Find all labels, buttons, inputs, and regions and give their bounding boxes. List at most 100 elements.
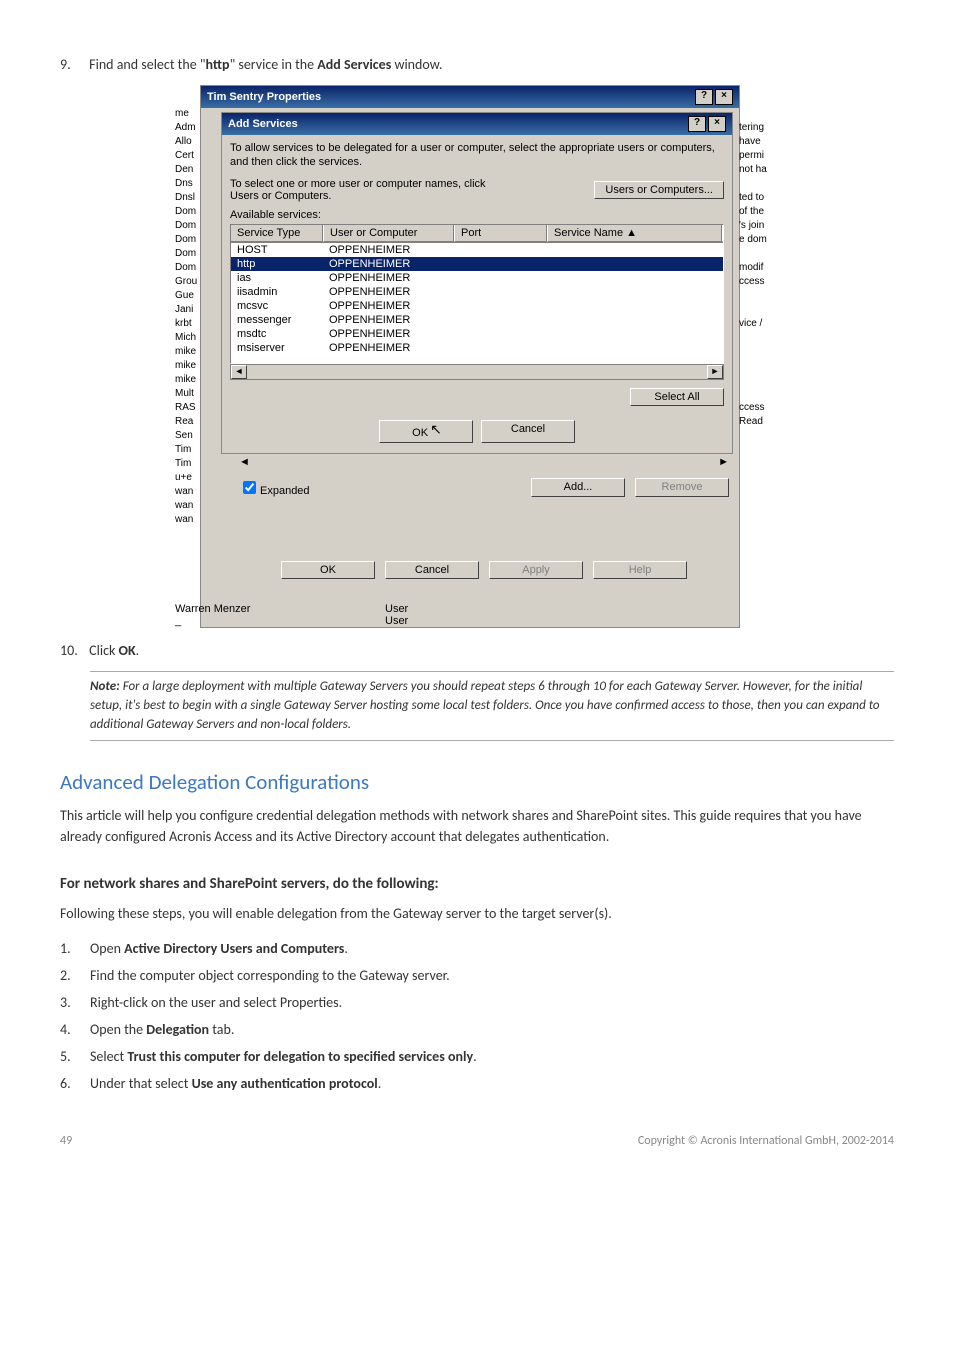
list-item: Adm [175,122,201,136]
list-item: Dom [175,234,201,248]
table-row[interactable]: httpOPPENHEIMER [231,257,723,271]
li2-num: 2. [60,965,84,986]
scroll-right-icon[interactable]: ► [718,456,729,470]
remove-button[interactable]: Remove [635,478,729,497]
services-table-header: Service Type User or Computer Port Servi… [231,225,723,243]
list-item [739,472,771,486]
scroll-right-icon[interactable]: ► [707,365,723,379]
list-item: Read [739,416,771,430]
list-item: permi [739,150,771,164]
help-icon[interactable]: ? [688,116,706,132]
step-9-mid: " service in the [230,56,318,73]
list-item: Dom [175,262,201,276]
note-label: Note: [90,679,120,694]
list-item-3: 3.Right-click on the user and select Pro… [60,992,894,1013]
scroll-left-icon[interactable]: ◄ [239,456,250,470]
li5-post: . [473,1048,477,1065]
list-item: krbt [175,318,201,332]
li5-pre: Select [90,1048,127,1065]
list-item: Dom [175,206,201,220]
step-10-pre: Click [89,642,118,659]
list-item: Jani [175,304,201,318]
table-row[interactable]: HOSTOPPENHEIMER [231,243,723,257]
apply-button[interactable]: Apply [489,561,583,579]
ok-button[interactable]: OK↖ [379,420,473,443]
properties-hscroll[interactable]: ◄ ► [239,456,729,470]
expanded-add-remove-row: Expanded Add... Remove [239,474,729,501]
li4-num: 4. [60,1019,84,1040]
col-service-name[interactable]: Service Name ▲ [548,225,723,242]
table-row[interactable]: iisadminOPPENHEIMER [231,285,723,299]
table-row[interactable]: iasOPPENHEIMER [231,271,723,285]
li4-b: Delegation [146,1021,209,1038]
page-footer: 49 Copyright © Acronis International Gmb… [60,1134,894,1148]
add-services-right-buttons: Select All [222,380,732,414]
table-row[interactable]: msdtcOPPENHEIMER [231,327,723,341]
list-item: Dom [175,220,201,234]
right-truncated-list: teringhaveperminot hated toof the's join… [739,108,771,514]
list-item [739,444,771,458]
list-item [739,248,771,262]
list-item: Dns [175,178,201,192]
below-name2: _ [175,615,385,627]
ok-button[interactable]: OK [281,561,375,579]
list-item [739,304,771,318]
list-item: Tim [175,444,201,458]
expanded-check[interactable] [243,481,256,494]
li6-b: Use any authentication protocol [192,1075,378,1092]
add-button[interactable]: Add... [531,478,625,497]
properties-titlebar: Tim Sentry Properties ? × [201,86,739,108]
col-user-or-computer[interactable]: User or Computer [324,225,455,242]
step-10: 10. Click OK. [60,642,894,659]
note-block: Note: For a large deployment with multip… [90,671,894,742]
below-figure-rows: Warren MenzerUser _User [175,599,739,627]
step-10-num: 10. [60,642,86,659]
scroll-left-icon[interactable]: ◄ [231,365,247,379]
li1-num: 1. [60,938,84,959]
list-item: Den [175,164,201,178]
help-icon[interactable]: ? [695,89,713,105]
services-table: Service Type User or Computer Port Servi… [230,224,724,364]
list-item: Dnsl [175,192,201,206]
note-body: For a large deployment with multiple Gat… [90,679,880,732]
step-10-body: Click OK. [89,642,893,659]
list-item: wan [175,500,201,514]
col-port[interactable]: Port [455,225,548,242]
col-service-type[interactable]: Service Type [231,225,324,242]
list-item: RAS [175,402,201,416]
help-button[interactable]: Help [593,561,687,579]
list-item [739,360,771,374]
table-row[interactable]: msiserverOPPENHEIMER [231,341,723,355]
add-services-title: Add Services [228,118,298,130]
list-item-1: 1.Open Active Directory Users and Comput… [60,938,894,959]
properties-title: Tim Sentry Properties [207,91,321,103]
list-item: tering [739,122,771,136]
list-item: wan [175,514,201,528]
list-item [739,486,771,500]
cancel-button[interactable]: Cancel [481,420,575,443]
list-item: Gue [175,290,201,304]
hscroll-track[interactable]: ◄ ► [230,364,724,380]
list-item: ted to [739,192,771,206]
close-icon[interactable]: × [708,116,726,132]
close-icon[interactable]: × [715,89,733,105]
list-item-5: 5.Select Trust this computer for delegat… [60,1046,894,1067]
step-9-win: Add Services [317,56,391,73]
list-item: have [739,136,771,150]
below-type1: User [385,603,408,615]
cancel-button[interactable]: Cancel [385,561,479,579]
list-item-4: 4.Open the Delegation tab. [60,1019,894,1040]
expanded-checkbox[interactable]: Expanded [239,478,521,497]
list-item [739,500,771,514]
left-truncated-list: meAdmAlloCertDenDnsDnslDomDomDomDomDomGr… [175,108,201,528]
add-services-window: Add Services ? × To allow services to be… [221,112,733,454]
table-row[interactable]: mcsvcOPPENHEIMER [231,299,723,313]
list-item [739,388,771,402]
li6-pre: Under that select [90,1075,192,1092]
step-9-num: 9. [60,56,86,73]
li4-pre: Open the [90,1021,146,1038]
select-all-button[interactable]: Select All [630,388,724,406]
table-row[interactable]: messengerOPPENHEIMER [231,313,723,327]
users-or-computers-button[interactable]: Users or Computers... [594,181,724,199]
available-services-label: Available services: [222,208,732,224]
